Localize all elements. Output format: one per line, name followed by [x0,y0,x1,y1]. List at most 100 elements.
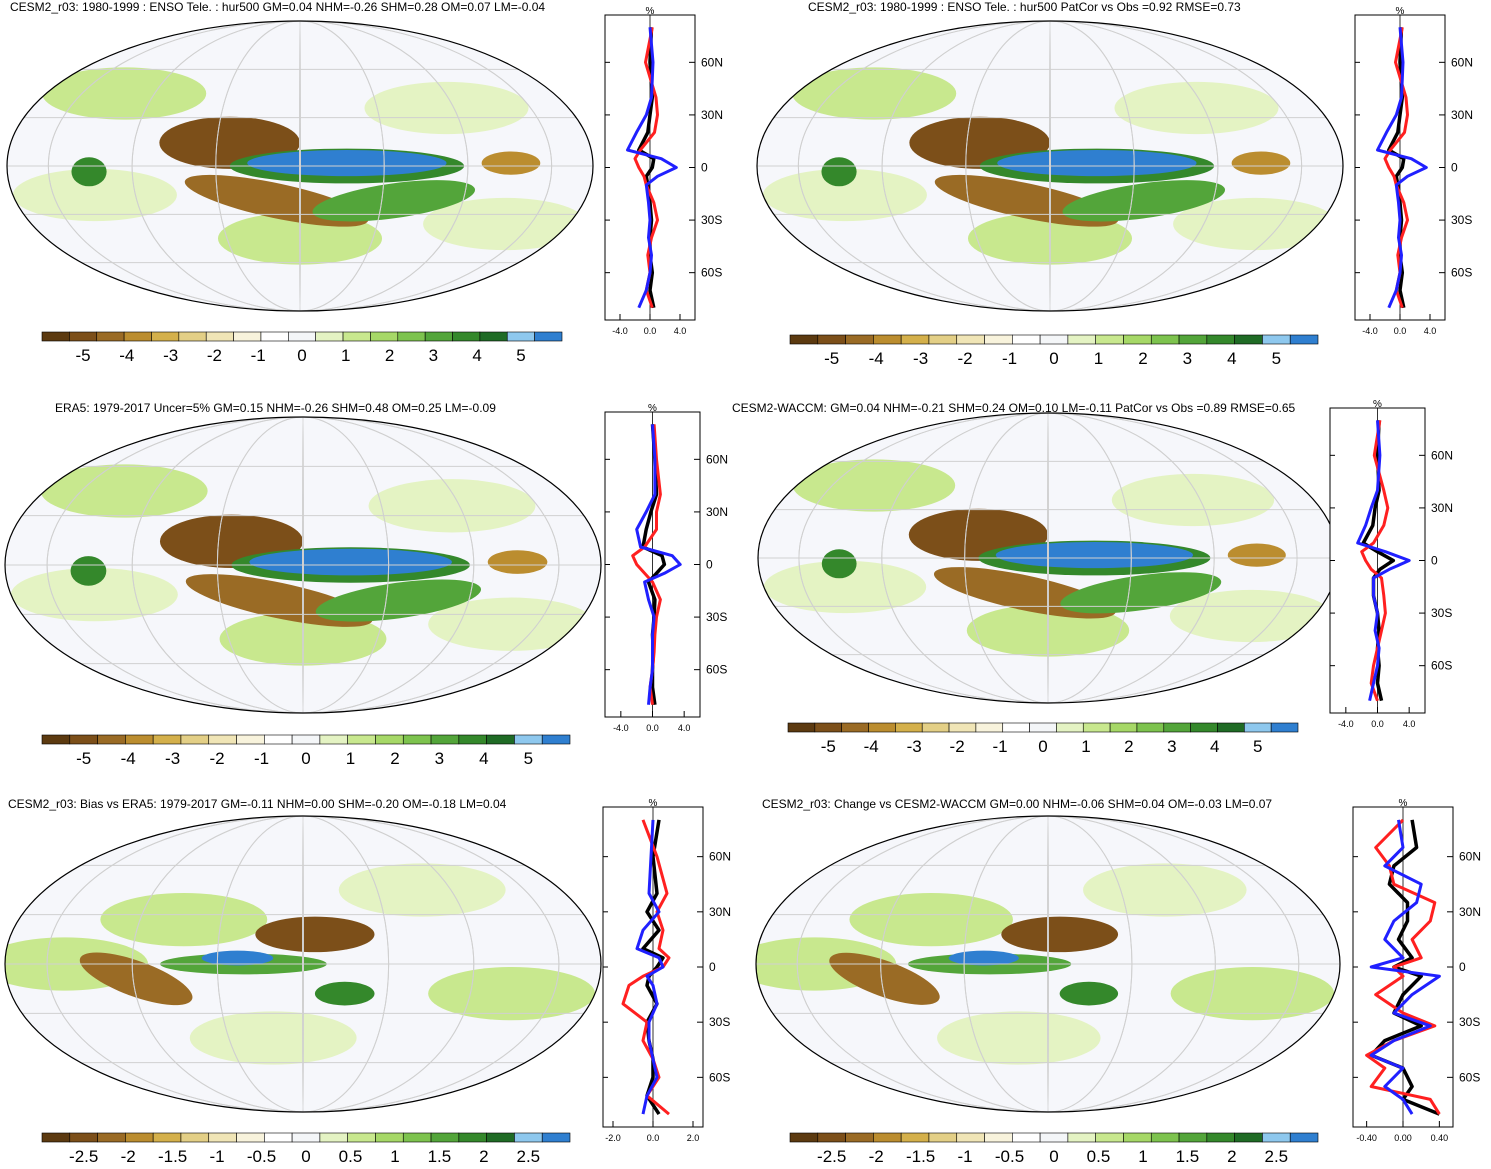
colorbar-swatch [1178,334,1208,345]
x-tick-label: 0.00 [1394,1133,1412,1143]
map-shading [42,67,207,120]
profile-series-red [1365,818,1441,1115]
colorbar-swatch [41,734,71,745]
colorbar-swatch [97,734,126,745]
map-panel-1 [6,20,594,312]
colorbar-label: -1 [958,1147,973,1166]
colorbar-label: -2 [869,1147,884,1166]
colorbar-swatch [514,734,543,745]
colorbar-swatch [948,722,977,733]
colorbar-label: -1 [254,749,269,768]
colorbar-swatch [789,334,819,345]
panel-1-title: CESM2_r03: 1980-1999 : ENSO Tele. : hur5… [10,0,546,14]
colorbar-swatch [96,331,125,342]
colorbar-swatch [319,734,348,745]
graticule-line [215,21,385,311]
colorbar-swatch [1206,1132,1235,1143]
profile-series-red [1360,420,1390,702]
colorbar-swatch [868,722,896,733]
colorbar-swatch [817,334,846,345]
colorbar-swatch [1178,1132,1208,1143]
colorbar-swatch [1136,722,1165,733]
colorbar-label: 3 [435,749,444,768]
unit-label: % [646,6,655,17]
lat-tick-label: 0 [1431,554,1438,568]
map-panel-6 [755,815,1341,1113]
lat-tick-label: 0 [1459,960,1466,974]
lat-tick-label: 30N [706,505,728,519]
x-tick-label: 2.0 [687,1133,700,1143]
x-tick-label: -4.0 [613,723,629,733]
colorbar-label: -1 [210,1147,225,1166]
colorbar-label: 2 [385,346,394,365]
colorbar-swatch [151,331,180,342]
colorbar-swatch [208,734,237,745]
map-shading [249,548,452,576]
profile-panel-3: % 60N 30N 0 30S 60S -4.0 0.0 4.0 [604,403,728,733]
lat-tick-label: 0 [706,558,713,572]
colorbar-swatch [291,1132,321,1143]
map-shading [995,542,1193,569]
map-shading [1111,473,1275,527]
map-shading [1060,572,1222,614]
profile-series-blue [1369,819,1441,1115]
colorbar-swatch [534,331,563,342]
colorbar-label: 1 [390,1147,399,1166]
map-shading [312,180,476,222]
map-shading [1231,151,1291,175]
colorbar-swatch [1123,334,1152,345]
lat-tick-label: 0 [1451,161,1458,175]
x-tick-label: 0.0 [1371,719,1384,729]
graticule-line [131,417,475,713]
profile-series-red [1383,27,1409,309]
colorbar-label: -2 [950,737,965,756]
colorbar-swatch [921,722,950,733]
colorbar-swatch [514,1132,543,1143]
map-shading [428,966,596,1021]
colorbar-label: 0.5 [339,1147,363,1166]
lat-tick-label: 30S [709,1015,730,1029]
colorbar-swatch [264,734,293,745]
colorbar-label: -5 [821,737,836,756]
colorbar-swatch [1289,334,1319,345]
colorbar-swatch [123,331,152,342]
colorbar-swatch [900,1132,930,1143]
map-shading [1170,966,1335,1021]
colorbar-swatch [1163,722,1191,733]
colorbar-swatch [486,1132,515,1143]
colorbar-swatch [1039,334,1069,345]
colorbar-swatch [260,331,289,342]
colorbar-label: 3 [1167,737,1176,756]
colorbar-3: -5 -4 -3 -2 -1 0 1 2 3 4 5 [41,734,571,768]
colorbar-label: 2 [1227,1147,1236,1166]
colorbar-swatch [208,1132,237,1143]
colorbar-swatch [787,722,816,733]
lat-tick-label: 30S [701,213,722,227]
colorbar-swatch [1123,1132,1152,1143]
colorbar-swatch [1012,1132,1041,1143]
graticule-line [965,21,1135,311]
colorbar-swatch [1095,334,1124,345]
graticule-line [963,816,1133,1112]
map-shading [428,597,596,651]
colorbar-swatch [928,334,958,345]
map-shading [40,464,208,518]
lat-tick-label: 60S [701,266,722,280]
colorbar-label: 2 [390,749,399,768]
lat-tick-label: 0 [701,161,708,175]
map-shading [10,567,178,622]
colorbar-label: -5 [824,349,839,368]
colorbar-swatch [1234,334,1263,345]
panel-5-title: CESM2_r03: Bias vs ERA5: 1979-2017 GM=-0… [8,797,507,811]
x-tick-label: 0.0 [646,723,659,733]
colorbar-swatch [895,722,923,733]
lat-tick-label: 30N [1431,501,1453,515]
lat-tick-label: 60S [1459,1070,1480,1084]
map-shading [70,556,107,586]
x-tick-label: 4.0 [678,723,691,733]
graticule-line [1049,21,1051,311]
graticule-line [302,816,304,1112]
lat-tick-label: 30N [1459,905,1481,919]
colorbar-label: 1 [1138,1147,1147,1166]
map-shading [821,549,857,579]
